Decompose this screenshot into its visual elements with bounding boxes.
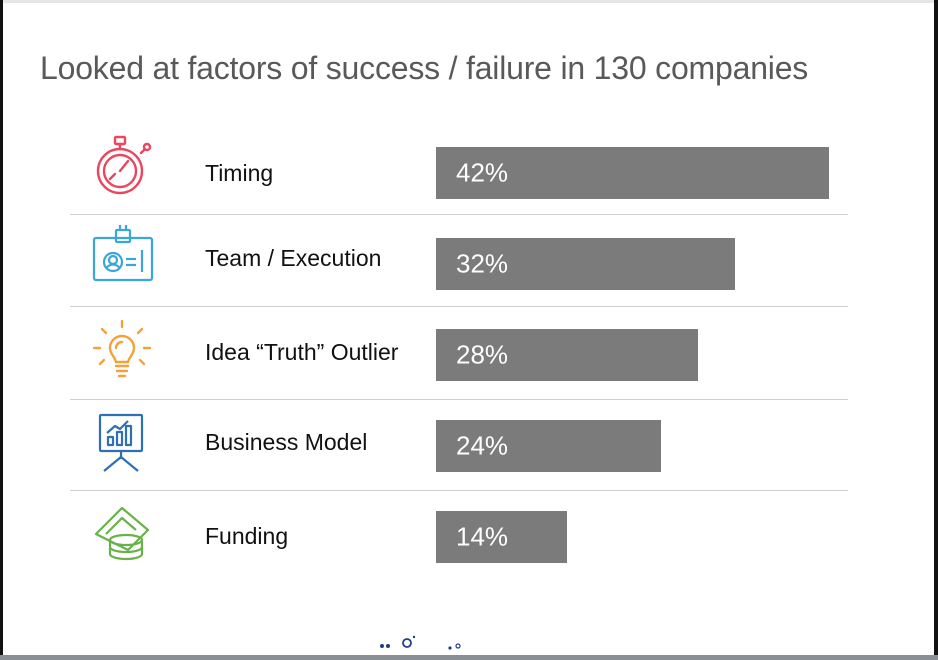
- category-label: Business Model: [205, 429, 368, 455]
- window-right-edge: [934, 0, 938, 660]
- bar-value-label: 14%: [456, 521, 509, 552]
- bar: 24%: [436, 420, 661, 472]
- bar-value-label: 24%: [456, 430, 509, 461]
- bar: 42%: [436, 147, 829, 199]
- row-divider: [70, 490, 848, 491]
- slide-title: Looked at factors of success / failure i…: [40, 50, 809, 86]
- bar-value-label: 32%: [456, 248, 509, 279]
- bar: 32%: [436, 238, 735, 290]
- category-label: Team / Execution: [205, 245, 382, 271]
- bar: 14%: [436, 511, 567, 563]
- stopwatch-icon: [88, 131, 156, 197]
- lightbulb-icon: [88, 316, 156, 382]
- id-badge-icon: [88, 224, 156, 290]
- category-label: Timing: [205, 160, 274, 186]
- bar-value-label: 42%: [456, 157, 509, 188]
- money-stack-icon: [88, 500, 156, 566]
- window-top-edge: [0, 0, 938, 3]
- row-divider: [70, 399, 848, 400]
- window-left-edge: [0, 0, 3, 660]
- bottom-edge: [0, 655, 938, 660]
- row-divider: [70, 214, 848, 215]
- category-label: Funding: [205, 523, 289, 549]
- bar-value-label: 28%: [456, 339, 509, 370]
- row-divider: [70, 306, 848, 307]
- bar: 28%: [436, 329, 698, 381]
- category-label: Idea “Truth” Outlier: [205, 339, 399, 365]
- presentation-chart-icon: [88, 409, 156, 475]
- logo-mark-icon: [380, 635, 461, 650]
